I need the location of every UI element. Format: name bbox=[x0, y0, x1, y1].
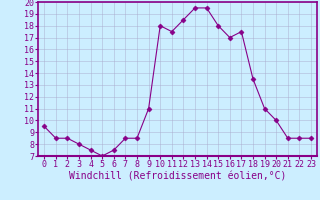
X-axis label: Windchill (Refroidissement éolien,°C): Windchill (Refroidissement éolien,°C) bbox=[69, 172, 286, 182]
